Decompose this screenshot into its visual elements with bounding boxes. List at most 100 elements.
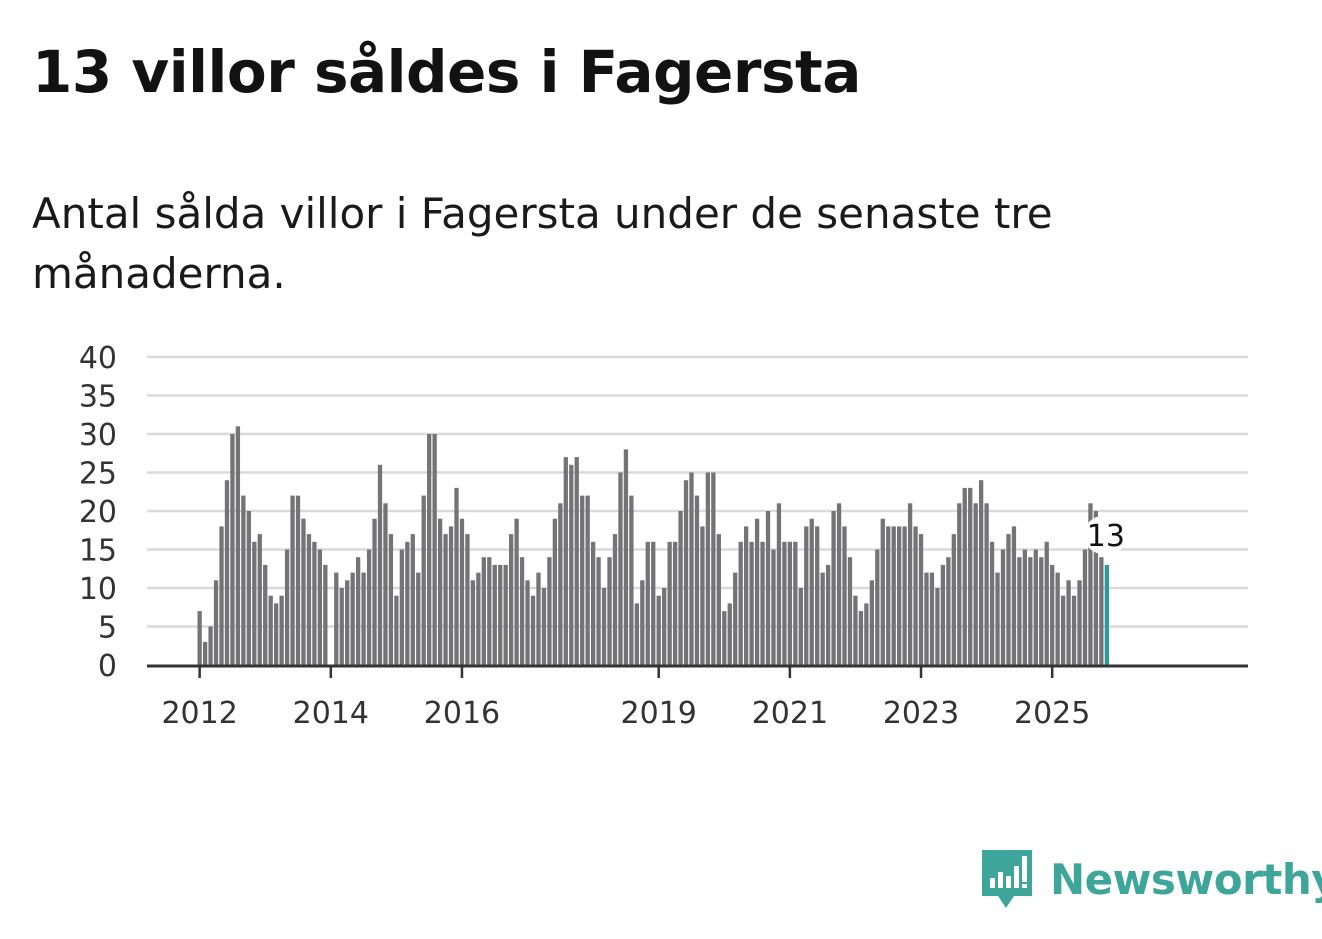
bar: [1099, 557, 1104, 665]
x-tick-label: 2025: [1014, 696, 1090, 731]
bar: [339, 588, 344, 665]
bar: [301, 518, 306, 665]
bar: [771, 549, 776, 665]
bar: [536, 572, 541, 665]
bar: [634, 603, 639, 665]
bar: [563, 457, 568, 665]
bar: [601, 588, 607, 665]
y-tick-label: 5: [98, 611, 117, 646]
bar: [929, 572, 935, 665]
bar: [552, 518, 558, 665]
bar: [820, 572, 825, 665]
bar: [1000, 549, 1006, 665]
bar: [825, 564, 831, 665]
bar: [787, 541, 793, 665]
bar: [995, 572, 1000, 665]
y-tick-label: 10: [79, 572, 117, 607]
bar: [662, 588, 667, 665]
x-tick-label: 2019: [621, 696, 697, 731]
bar: [623, 449, 629, 665]
bar: [355, 557, 361, 665]
bar: [694, 495, 700, 665]
bar: [924, 572, 929, 665]
bar: [421, 495, 426, 665]
bar: [1071, 595, 1077, 665]
bar: [886, 526, 891, 665]
bar: [968, 487, 973, 665]
bar: [284, 549, 290, 665]
bar: [312, 541, 317, 665]
bar: [323, 564, 328, 665]
bar: [754, 518, 760, 665]
bar: [935, 588, 940, 665]
bar: [809, 518, 814, 665]
bar: [268, 595, 273, 665]
bar: [618, 472, 623, 665]
bar: [213, 580, 219, 665]
bar: [973, 503, 978, 665]
bar: [951, 534, 956, 665]
bar: [454, 487, 459, 665]
bar: [678, 511, 683, 665]
bar: [869, 580, 874, 665]
bar: [957, 503, 962, 665]
bar: [279, 595, 284, 665]
bar: [596, 557, 601, 665]
bar: [1028, 557, 1033, 665]
bar: [683, 480, 689, 665]
bar: [858, 611, 864, 665]
bar: [230, 434, 235, 665]
bar: [481, 557, 486, 665]
bar: [1033, 549, 1038, 665]
bar: [377, 464, 383, 665]
x-tick-label: 2016: [424, 696, 500, 731]
highlight-value-label: 13: [1087, 519, 1125, 554]
bar: [989, 541, 995, 665]
bar: [836, 503, 842, 665]
bar: [1022, 549, 1028, 665]
bar: [574, 457, 579, 665]
bar: [443, 534, 448, 665]
bar: [651, 541, 656, 665]
bar: [470, 580, 476, 665]
bar: [519, 557, 525, 665]
bar: [241, 495, 246, 665]
bar: [399, 549, 405, 665]
bar: [897, 526, 902, 665]
bar: [558, 503, 563, 665]
bar: [902, 526, 907, 665]
bar: [1055, 572, 1060, 665]
y-tick-label: 25: [79, 457, 117, 492]
bar: [530, 595, 536, 665]
bar: [880, 518, 885, 665]
x-axis: 2012 2014 2016 2019 2021 2023 2025: [147, 664, 1248, 731]
y-tick-label: 35: [79, 380, 117, 415]
bar: [744, 526, 749, 665]
y-tick-label: 0: [98, 649, 117, 684]
bar-highlight: [1104, 564, 1109, 665]
bar: [640, 580, 645, 665]
bar: [541, 588, 547, 665]
y-tick-label: 15: [79, 534, 117, 569]
bar: [235, 426, 241, 665]
bar: [798, 588, 803, 665]
bar: [978, 480, 984, 665]
bar: [907, 503, 913, 665]
bar: [224, 480, 230, 665]
highlight-label-bg: [1083, 515, 1128, 554]
bar: [569, 464, 574, 665]
bar: [645, 541, 650, 665]
bar: [1088, 503, 1093, 665]
bar: [585, 495, 590, 665]
bar: [383, 503, 388, 665]
bar: [334, 572, 339, 665]
bar: [317, 549, 323, 665]
bar: [1093, 511, 1099, 665]
x-tick-label: 2023: [883, 696, 959, 731]
bar: [405, 541, 410, 665]
bar: [590, 541, 596, 665]
bar: [776, 503, 782, 665]
x-tick-label: 2021: [752, 696, 828, 731]
bar: [667, 541, 672, 665]
bar: [1011, 526, 1017, 665]
